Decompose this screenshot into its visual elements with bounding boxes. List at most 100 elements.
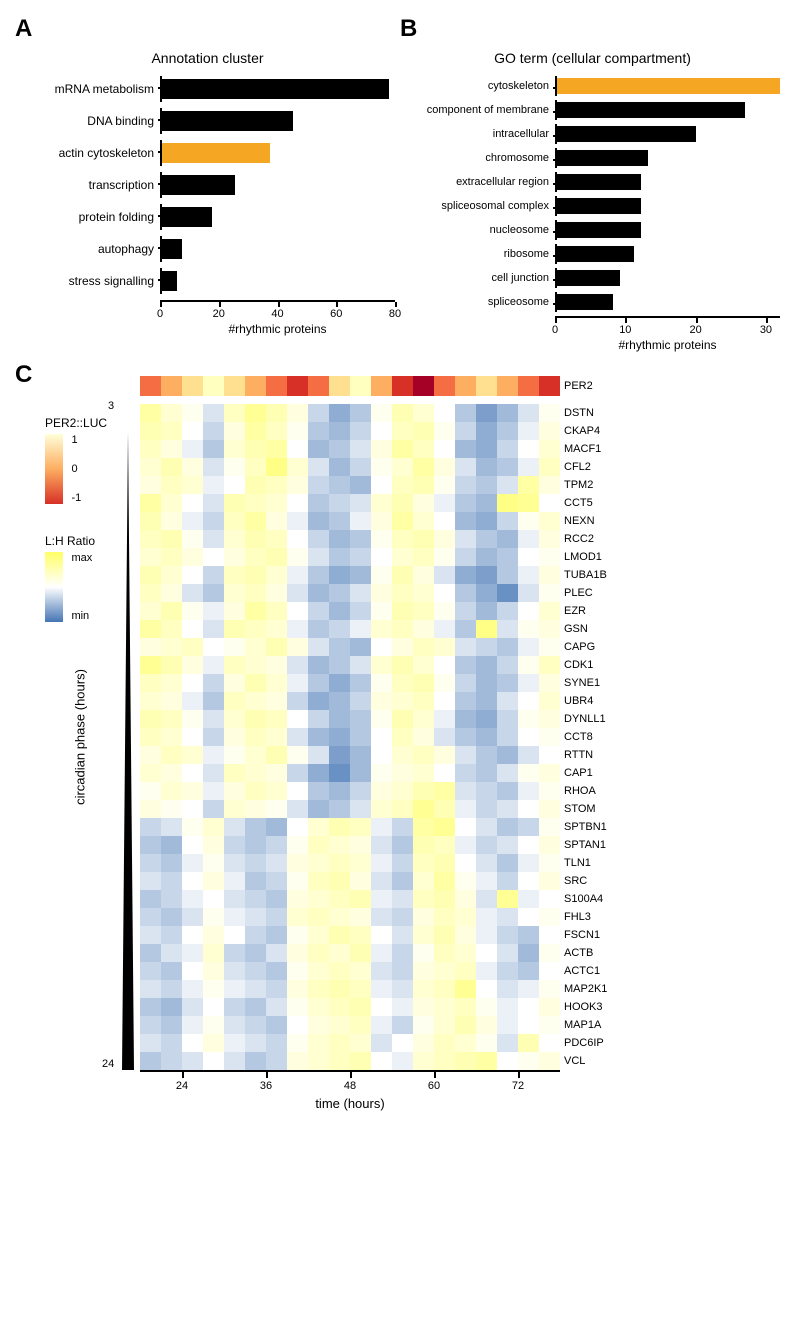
bar-area (555, 124, 780, 144)
heatmap-cell (455, 710, 476, 728)
heatmap-cell (413, 782, 434, 800)
heatmap-cell (266, 548, 287, 566)
heatmap-cell (161, 890, 182, 908)
heatmap-cell (539, 1016, 560, 1034)
per2-row-label: PER2 (564, 376, 593, 396)
heatmap-cell (203, 926, 224, 944)
heatmap-cell (413, 530, 434, 548)
heatmap-cell (287, 422, 308, 440)
heatmap-cell (266, 746, 287, 764)
heatmap-cell (518, 674, 539, 692)
heatmap-cell (539, 890, 560, 908)
heatmap-cell (392, 728, 413, 746)
per2-cell (140, 376, 161, 396)
heatmap-row: TLN1 (140, 854, 560, 872)
heatmap-cell (539, 1034, 560, 1052)
heatmap-cell (203, 746, 224, 764)
heatmap-cell (182, 620, 203, 638)
heatmap-cell (329, 656, 350, 674)
heatmap-cell (224, 1052, 245, 1070)
heatmap-cell (140, 746, 161, 764)
heatmap-row: NEXN (140, 512, 560, 530)
heatmap-cell (434, 404, 455, 422)
x-tick-label: 30 (760, 324, 772, 336)
x-tick-label: 20 (690, 324, 702, 336)
per2-cell (203, 376, 224, 396)
heatmap-cell (266, 980, 287, 998)
heatmap-cell (182, 512, 203, 530)
heatmap-cell (392, 638, 413, 656)
heatmap-cell (203, 1016, 224, 1034)
heatmap-cell (350, 1052, 371, 1070)
heatmap-cell (413, 800, 434, 818)
heatmap-cell (245, 692, 266, 710)
heatmap-cell (182, 980, 203, 998)
heatmap-cell (371, 1034, 392, 1052)
heatmap-cell (413, 710, 434, 728)
heatmap-cell (287, 962, 308, 980)
heatmap-row: HOOK3 (140, 998, 560, 1016)
heatmap-cell (329, 872, 350, 890)
heatmap-cell (539, 530, 560, 548)
heatmap-cell (497, 494, 518, 512)
heatmap-cell (350, 620, 371, 638)
heatmap-cell (308, 602, 329, 620)
heatmap-cell (539, 962, 560, 980)
heatmap-cell (224, 854, 245, 872)
panel-b-barchart: cytoskeletoncomponent of membraneintrace… (405, 76, 780, 346)
heatmap-cell (224, 674, 245, 692)
heatmap-cell (203, 494, 224, 512)
heatmap-cell (140, 1052, 161, 1070)
heatmap-cell (140, 818, 161, 836)
heatmap-cell (308, 530, 329, 548)
heatmap-row: FSCN1 (140, 926, 560, 944)
heatmap-cell (413, 746, 434, 764)
heatmap-cell (308, 548, 329, 566)
heatmap-cell (140, 494, 161, 512)
heatmap-cell (350, 530, 371, 548)
heatmap-cell (245, 638, 266, 656)
heatmap-cell (413, 566, 434, 584)
heatmap-cell (266, 800, 287, 818)
heatmap-cell (455, 476, 476, 494)
heatmap-cell (497, 512, 518, 530)
heatmap-cell (350, 980, 371, 998)
heatmap-row: MAP1A (140, 1016, 560, 1034)
bar-area (160, 108, 395, 134)
bar-row: autophagy (20, 236, 395, 262)
heatmap-row-label: SYNE1 (564, 674, 600, 692)
heatmap-cell (371, 764, 392, 782)
heatmap-cell (224, 944, 245, 962)
heatmap-row: TUBA1B (140, 566, 560, 584)
heatmap-cell (245, 944, 266, 962)
heatmap-cell (371, 566, 392, 584)
heatmap-cell (497, 764, 518, 782)
heatmap-cell (455, 854, 476, 872)
heatmap-cell (497, 602, 518, 620)
bar-label: cytoskeleton (405, 80, 555, 92)
heatmap-cell (413, 674, 434, 692)
heatmap-cell (308, 674, 329, 692)
heatmap-cell (392, 620, 413, 638)
heatmap-cell (434, 566, 455, 584)
heatmap-x-tick-label: 36 (260, 1080, 272, 1092)
heatmap-row-label: RHOA (564, 782, 596, 800)
heatmap-cell (161, 746, 182, 764)
heatmap-cell (476, 746, 497, 764)
heatmap-cell (497, 818, 518, 836)
heatmap-cell (518, 908, 539, 926)
heatmap-cell (287, 566, 308, 584)
heatmap-cell (287, 800, 308, 818)
heatmap-cell (539, 566, 560, 584)
heatmap-cell (245, 422, 266, 440)
heatmap-cell (392, 584, 413, 602)
heatmap-cell (392, 764, 413, 782)
heatmap-cell (224, 620, 245, 638)
heatmap-cell (161, 980, 182, 998)
heatmap-cell (371, 620, 392, 638)
heatmap-cell (350, 746, 371, 764)
heatmap-cell (245, 872, 266, 890)
heatmap-cell (308, 692, 329, 710)
bar-area (160, 140, 395, 166)
heatmap-cell (266, 584, 287, 602)
